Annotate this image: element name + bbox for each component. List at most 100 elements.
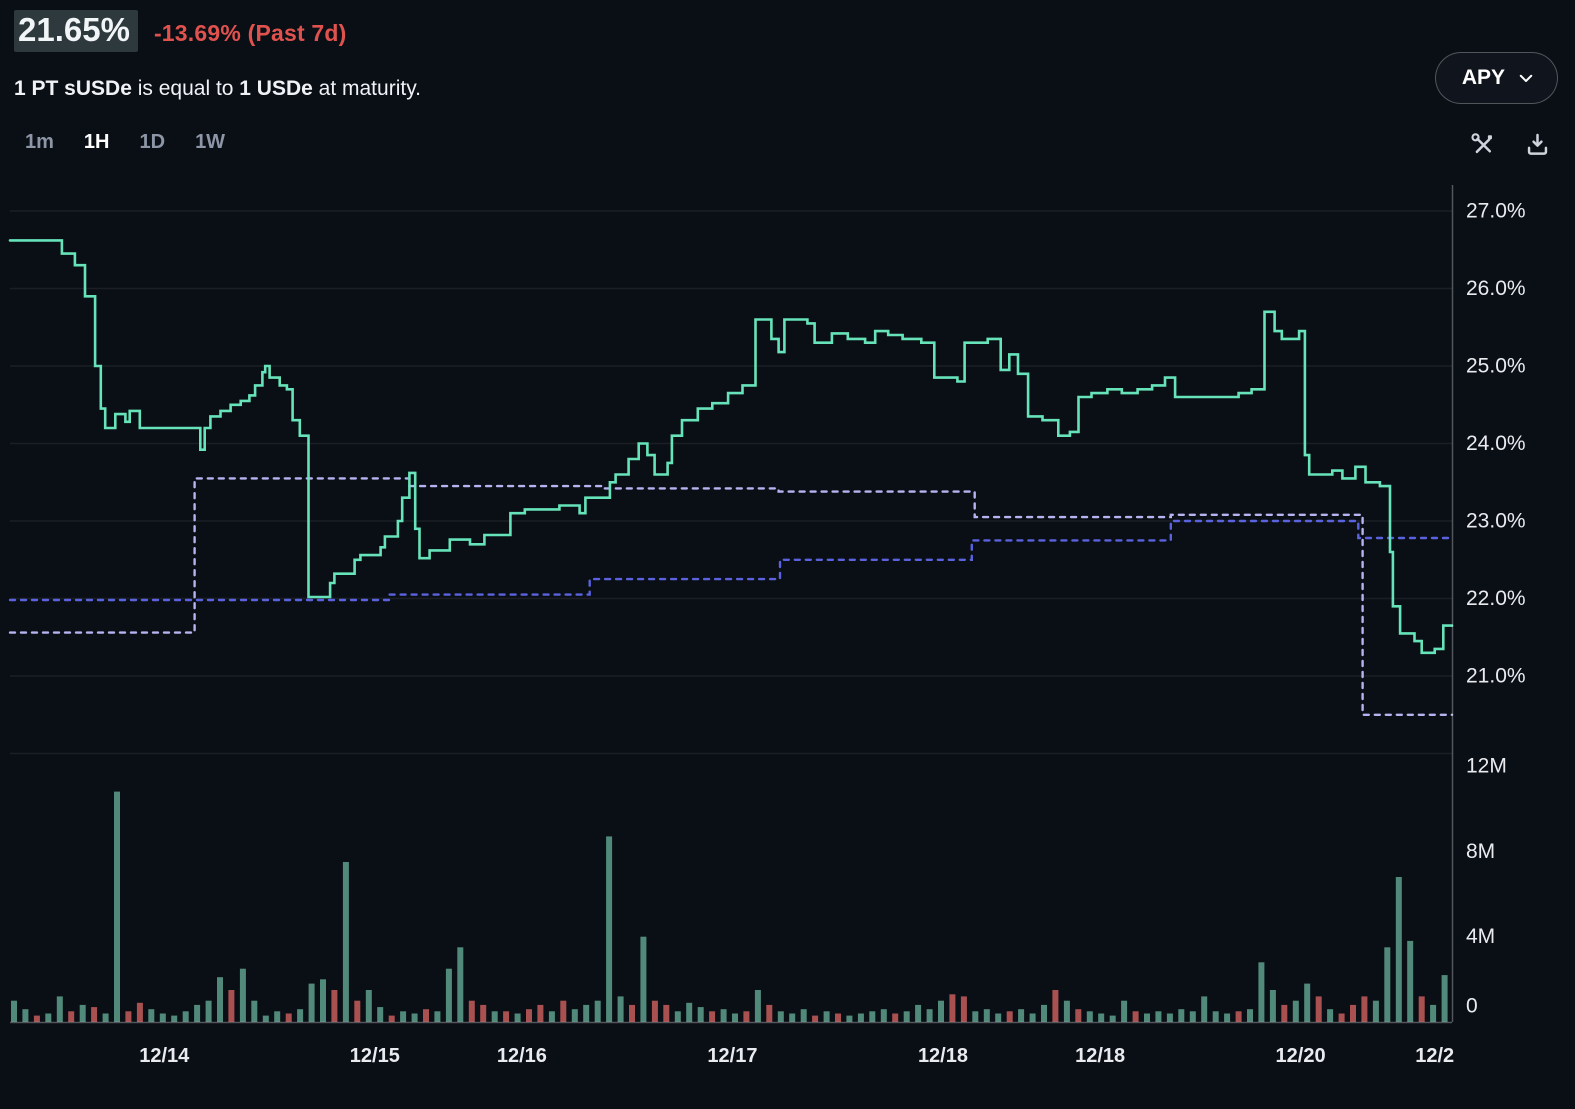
volume-bar[interactable] [11,1000,17,1022]
volume-bar[interactable] [1292,1000,1299,1022]
volume-bar[interactable] [949,994,956,1022]
volume-bar[interactable] [1361,996,1368,1022]
volume-bar[interactable] [1178,1009,1185,1022]
volume-bar[interactable] [491,1011,498,1022]
volume-bar[interactable] [972,1011,979,1022]
volume-bar[interactable] [331,990,338,1022]
volume-bar[interactable] [1006,1011,1013,1022]
volume-bar[interactable] [915,1004,922,1022]
volume-bar[interactable] [1029,1013,1036,1023]
volume-bar[interactable] [136,1002,143,1022]
volume-bar[interactable] [743,1011,750,1022]
volume-bar[interactable] [983,1009,990,1022]
volume-bar[interactable] [606,836,613,1022]
volume-bar[interactable] [1189,1011,1196,1022]
volume-bar[interactable] [892,1013,899,1023]
volume-bar[interactable] [1098,1013,1105,1023]
volume-bar[interactable] [995,1013,1002,1023]
volume-bar[interactable] [1155,1011,1162,1022]
volume-bar[interactable] [1075,1009,1082,1022]
volume-bar[interactable] [1258,962,1265,1022]
volume-bar[interactable] [1212,1011,1219,1022]
volume-bar[interactable] [1086,1011,1093,1022]
volume-bar[interactable] [228,990,235,1022]
volume-bar[interactable] [68,1011,75,1022]
volume-bar[interactable] [583,1004,590,1022]
volume-bar[interactable] [1350,1004,1356,1022]
volume-bar[interactable] [457,947,464,1022]
volume-bar[interactable] [1041,1004,1047,1022]
volume-bar[interactable] [297,1009,304,1022]
volume-bar[interactable] [938,1000,944,1022]
volume-bar[interactable] [239,968,246,1022]
volume-bar[interactable] [789,1013,796,1023]
tools-icon[interactable] [1469,131,1496,158]
volume-bar[interactable] [1315,996,1322,1022]
download-icon[interactable] [1524,131,1551,158]
volume-bar[interactable] [1441,975,1448,1022]
volume-bar[interactable] [835,1013,841,1023]
volume-bar[interactable] [308,983,315,1022]
volume-bar[interactable] [1247,1009,1253,1022]
volume-bar[interactable] [663,1004,670,1022]
range-1d[interactable]: 1D [139,131,166,153]
volume-bar[interactable] [1018,1009,1025,1022]
volume-bar[interactable] [880,1009,887,1022]
volume-bar[interactable] [342,862,349,1022]
volume-bar[interactable] [468,1000,475,1022]
volume-bar[interactable] [56,996,63,1022]
volume-bar[interactable] [1384,947,1391,1022]
volume-bar[interactable] [148,1009,155,1022]
volume-bar[interactable] [686,1002,693,1022]
volume-bar[interactable] [514,1013,521,1023]
volume-bar[interactable] [377,1007,384,1022]
volume-bar[interactable] [1327,1009,1334,1022]
volume-bar[interactable] [537,1004,544,1022]
volume-bar[interactable] [1418,996,1425,1022]
volume-bar[interactable] [823,1011,830,1022]
volume-bar[interactable] [22,1009,29,1022]
volume-bar[interactable] [617,996,624,1022]
volume-bar[interactable] [320,979,326,1022]
volume-bar[interactable] [400,1011,407,1022]
volume-bar[interactable] [1304,983,1311,1022]
volume-bar[interactable] [1281,1004,1288,1022]
volume-bar[interactable] [411,1013,418,1023]
volume-bar[interactable] [766,1004,773,1022]
volume-bar[interactable] [640,936,647,1022]
volume-bar[interactable] [354,1000,361,1022]
volume-bar[interactable] [960,996,967,1022]
apy-metric-selector[interactable]: APY [1434,52,1558,104]
volume-bar[interactable] [262,1015,269,1022]
volume-bar[interactable] [1372,1000,1379,1022]
volume-bar[interactable] [125,1011,132,1022]
volume-bar[interactable] [114,791,120,1022]
volume-bar[interactable] [526,1009,532,1022]
volume-bar[interactable] [91,1007,98,1022]
volume-bar[interactable] [1338,1013,1345,1023]
volume-bar[interactable] [1235,1011,1242,1022]
volume-bar[interactable] [1395,877,1402,1022]
volume-bar[interactable] [777,1011,784,1022]
volume-bar[interactable] [869,1011,876,1022]
volume-bar[interactable] [194,1004,201,1022]
volume-bar[interactable] [79,1004,86,1022]
volume-bar[interactable] [857,1013,864,1023]
range-1w[interactable]: 1W [195,131,226,153]
volume-bar[interactable] [1430,1004,1437,1022]
volume-bar[interactable] [503,1011,510,1022]
range-1m[interactable]: 1m [25,131,54,153]
volume-bar[interactable] [629,1004,635,1022]
apy-line[interactable] [8,239,1454,655]
volume-bar[interactable] [1132,1011,1139,1022]
volume-bar[interactable] [45,1013,52,1023]
volume-bar[interactable] [171,1015,178,1022]
volume-bar[interactable] [182,1011,189,1022]
volume-bar[interactable] [285,1013,292,1023]
volume-bar[interactable] [674,1011,681,1022]
volume-bar[interactable] [1269,990,1276,1022]
volume-bar[interactable] [651,1000,658,1022]
volume-bar[interactable] [388,1015,395,1022]
volume-bar[interactable] [754,990,761,1022]
